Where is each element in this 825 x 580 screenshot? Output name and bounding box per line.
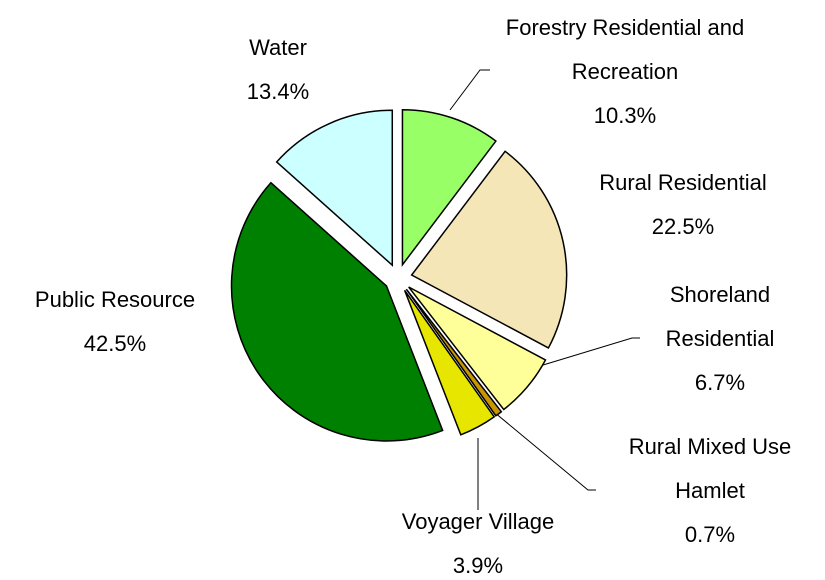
pie-slice: [275, 109, 394, 267]
pie-slice: [410, 150, 568, 349]
category-label: Water: [249, 35, 307, 60]
leader-lines: [449, 69, 640, 510]
slice-label: Rural Residential 22.5%: [553, 161, 813, 249]
leader-line: [493, 411, 596, 491]
slice-label: Public Resource 42.5%: [0, 278, 245, 366]
value-label: 3.9%: [452, 553, 504, 578]
slice-label: Forestry Residential and Recreation 10.3%: [500, 6, 750, 138]
slice-label: Water 13.4%: [178, 26, 378, 114]
leader-line: [519, 337, 640, 373]
value-label: 13.4%: [246, 79, 310, 104]
category-label: Public Resource: [34, 287, 196, 312]
value-label: 6.7%: [694, 370, 746, 395]
category-label: Voyager Village: [401, 509, 555, 534]
slice-label: Shoreland Residential 6.7%: [645, 273, 795, 405]
pie-slice: [401, 108, 497, 267]
pie-slice: [408, 286, 547, 411]
category-label: Rural Mixed Use Hamlet: [628, 434, 792, 503]
category-label: Shoreland Residential: [665, 282, 775, 351]
value-label: 42.5%: [83, 331, 147, 356]
slice-label: Voyager Village 3.9%: [348, 500, 608, 580]
pie-slice: [403, 289, 496, 436]
slice-label: Rural Mixed Use Hamlet 0.7%: [595, 425, 825, 557]
value-label: 22.5%: [651, 214, 715, 239]
category-label: Rural Residential: [599, 170, 767, 195]
pie-slice: [405, 288, 503, 417]
leader-line: [449, 69, 490, 111]
pie-slice: [230, 181, 444, 442]
value-label: 10.3%: [593, 103, 657, 128]
value-label: 0.7%: [684, 522, 736, 547]
category-label: Forestry Residential and Recreation: [505, 15, 745, 84]
